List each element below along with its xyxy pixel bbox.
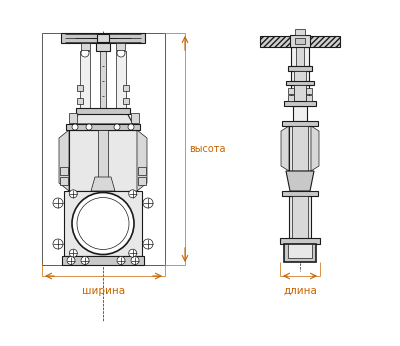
Bar (292, 126, 308, 171)
Text: высота: высота (189, 144, 226, 154)
Polygon shape (286, 171, 314, 191)
Polygon shape (59, 130, 69, 191)
Bar (60, 167, 68, 175)
Bar (290, 35, 310, 47)
Bar (81, 43, 90, 50)
Polygon shape (308, 36, 340, 46)
Circle shape (129, 190, 137, 198)
Bar (296, 47, 304, 66)
Bar (66, 124, 140, 130)
Circle shape (72, 124, 78, 130)
Bar (98, 130, 108, 191)
Bar (64, 191, 142, 256)
Bar (284, 244, 316, 262)
Bar (288, 244, 312, 258)
Bar (123, 85, 129, 91)
Bar (60, 177, 68, 185)
Bar (291, 85, 309, 101)
Polygon shape (137, 130, 147, 191)
Circle shape (129, 249, 137, 257)
Bar (289, 196, 311, 238)
Bar (284, 101, 316, 106)
Bar (97, 34, 109, 42)
Circle shape (67, 256, 75, 264)
Bar (131, 113, 139, 123)
Bar (286, 81, 314, 85)
Circle shape (86, 124, 92, 130)
Bar (280, 238, 320, 244)
Circle shape (131, 256, 139, 264)
Bar (116, 51, 126, 111)
Polygon shape (260, 36, 292, 46)
Text: ширина: ширина (82, 286, 125, 296)
Polygon shape (61, 33, 145, 43)
Circle shape (72, 192, 134, 255)
Bar (76, 108, 130, 114)
Bar (62, 256, 144, 265)
Bar (138, 177, 146, 185)
Circle shape (53, 198, 63, 208)
Bar (292, 171, 308, 191)
Text: длина: длина (283, 286, 317, 296)
Bar (123, 98, 129, 104)
Polygon shape (281, 126, 289, 171)
Bar (294, 85, 306, 101)
Circle shape (143, 239, 153, 249)
Bar (294, 71, 306, 81)
Bar (138, 167, 146, 175)
Bar (306, 88, 312, 94)
Bar (289, 126, 311, 171)
Bar (77, 85, 83, 91)
Circle shape (128, 124, 134, 130)
Bar (69, 130, 137, 191)
Circle shape (81, 49, 89, 57)
Bar (292, 196, 308, 238)
Bar (288, 66, 312, 71)
Bar (80, 51, 90, 111)
Bar (69, 113, 77, 123)
Bar (295, 29, 305, 35)
Circle shape (143, 198, 153, 208)
Circle shape (117, 49, 125, 57)
Bar (295, 38, 305, 44)
Circle shape (53, 239, 63, 249)
Bar (291, 71, 309, 81)
Bar (282, 191, 318, 196)
Circle shape (69, 249, 77, 257)
Bar (291, 47, 309, 66)
Bar (306, 95, 312, 101)
Circle shape (69, 190, 77, 198)
Bar (100, 43, 106, 111)
Circle shape (117, 256, 125, 264)
Bar (116, 43, 125, 50)
Bar (96, 43, 110, 51)
Bar (77, 98, 83, 104)
Polygon shape (91, 177, 115, 191)
Bar (288, 88, 294, 94)
Polygon shape (311, 126, 319, 171)
Bar (293, 106, 307, 121)
Bar (282, 121, 318, 126)
Polygon shape (73, 111, 133, 124)
Circle shape (114, 124, 120, 130)
Circle shape (81, 256, 89, 264)
Bar (288, 95, 294, 101)
